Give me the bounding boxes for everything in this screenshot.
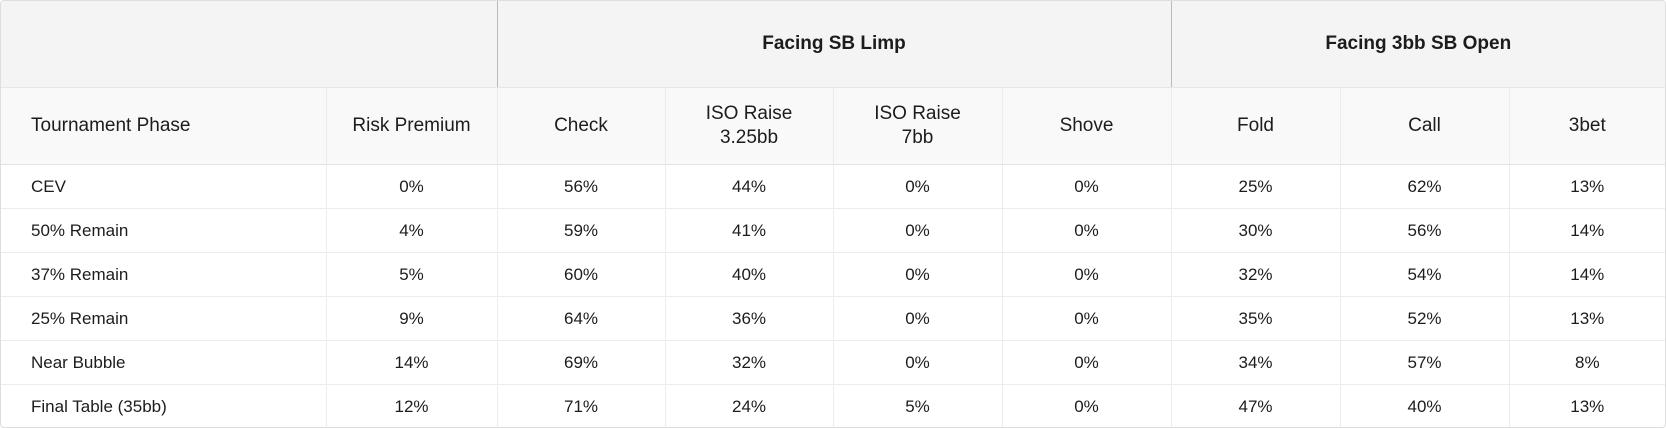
cell-check: 69% <box>496 340 666 385</box>
column-header-check: Check <box>496 87 666 165</box>
cell-3bet: 14% <box>1509 252 1665 297</box>
table-row: 50% Remain 4% 59% 41% 0% 0% 30% 56% 14% <box>1 208 1665 253</box>
column-header-row: Tournament Phase Risk Premium Check ISO … <box>1 87 1665 165</box>
column-header-shove: Shove <box>1002 87 1172 165</box>
cell-fold: 47% <box>1170 384 1341 427</box>
cell-call: 52% <box>1340 296 1510 341</box>
cell-risk-premium: 9% <box>326 296 498 341</box>
table-row: Final Table (35bb) 12% 71% 24% 5% 0% 47%… <box>1 384 1665 427</box>
column-header-iso-raise-3-25bb: ISO Raise 3.25bb <box>665 87 834 165</box>
cell-iso-raise-7bb: 0% <box>833 296 1003 341</box>
cell-risk-premium: 0% <box>326 164 498 209</box>
cell-3bet: 13% <box>1509 296 1665 341</box>
column-header-fold: Fold <box>1170 87 1341 165</box>
cell-iso-raise-7bb: 0% <box>833 340 1003 385</box>
table-row: Near Bubble 14% 69% 32% 0% 0% 34% 57% 8% <box>1 340 1665 385</box>
cell-check: 59% <box>496 208 666 253</box>
cell-fold: 32% <box>1170 252 1341 297</box>
group-header-facing-sb-limp: Facing SB Limp <box>496 1 1172 88</box>
column-header-tournament-phase: Tournament Phase <box>1 87 327 165</box>
cell-iso-raise-7bb: 0% <box>833 252 1003 297</box>
cell-check: 60% <box>496 252 666 297</box>
cell-tournament-phase: Near Bubble <box>1 340 327 385</box>
cell-iso-raise-3-25bb: 24% <box>665 384 834 427</box>
group-header-facing-3bb-sb-open: Facing 3bb SB Open <box>1170 1 1665 88</box>
group-header-empty <box>1 1 497 88</box>
cell-shove: 0% <box>1002 164 1172 209</box>
cell-shove: 0% <box>1002 384 1172 427</box>
cell-risk-premium: 12% <box>326 384 498 427</box>
column-header-3bet: 3bet <box>1509 87 1665 165</box>
group-header-row: Facing SB Limp Facing 3bb SB Open <box>1 1 1665 88</box>
cell-call: 54% <box>1340 252 1510 297</box>
cell-check: 64% <box>496 296 666 341</box>
cell-risk-premium: 4% <box>326 208 498 253</box>
cell-risk-premium: 5% <box>326 252 498 297</box>
cell-iso-raise-7bb: 0% <box>833 208 1003 253</box>
cell-iso-raise-3-25bb: 36% <box>665 296 834 341</box>
cell-iso-raise-7bb: 0% <box>833 164 1003 209</box>
table-row: CEV 0% 56% 44% 0% 0% 25% 62% 13% <box>1 164 1665 209</box>
cell-check: 71% <box>496 384 666 427</box>
cell-tournament-phase: CEV <box>1 164 327 209</box>
cell-tournament-phase: 25% Remain <box>1 296 327 341</box>
cell-tournament-phase: 50% Remain <box>1 208 327 253</box>
cell-fold: 30% <box>1170 208 1341 253</box>
cell-3bet: 13% <box>1509 164 1665 209</box>
cell-check: 56% <box>496 164 666 209</box>
column-header-risk-premium: Risk Premium <box>326 87 498 165</box>
cell-iso-raise-3-25bb: 32% <box>665 340 834 385</box>
cell-tournament-phase: Final Table (35bb) <box>1 384 327 427</box>
column-header-iso-raise-7bb: ISO Raise 7bb <box>833 87 1003 165</box>
cell-call: 62% <box>1340 164 1510 209</box>
cell-shove: 0% <box>1002 208 1172 253</box>
cell-call: 40% <box>1340 384 1510 427</box>
cell-iso-raise-7bb: 5% <box>833 384 1003 427</box>
cell-3bet: 13% <box>1570 396 1605 416</box>
cell-shove: 0% <box>1002 340 1172 385</box>
cell-iso-raise-3-25bb: 40% <box>665 252 834 297</box>
cell-3bet: 8% <box>1509 340 1665 385</box>
cell-3bet: 14% <box>1509 208 1665 253</box>
cell-tournament-phase: 37% Remain <box>1 252 327 297</box>
table-row: 25% Remain 9% 64% 36% 0% 0% 35% 52% 13% <box>1 296 1665 341</box>
cell-shove: 0% <box>1002 252 1172 297</box>
cell-call: 57% <box>1340 340 1510 385</box>
cell-fold: 35% <box>1170 296 1341 341</box>
cell-shove: 0% <box>1002 296 1172 341</box>
cell-fold: 25% <box>1170 164 1341 209</box>
cell-call: 56% <box>1340 208 1510 253</box>
cell-iso-raise-3-25bb: 41% <box>665 208 834 253</box>
cell-iso-raise-3-25bb: 44% <box>665 164 834 209</box>
cell-risk-premium: 14% <box>326 340 498 385</box>
column-header-call: Call <box>1340 87 1510 165</box>
table-row: 37% Remain 5% 60% 40% 0% 0% 32% 54% 14% <box>1 252 1665 297</box>
cell-fold: 34% <box>1170 340 1341 385</box>
